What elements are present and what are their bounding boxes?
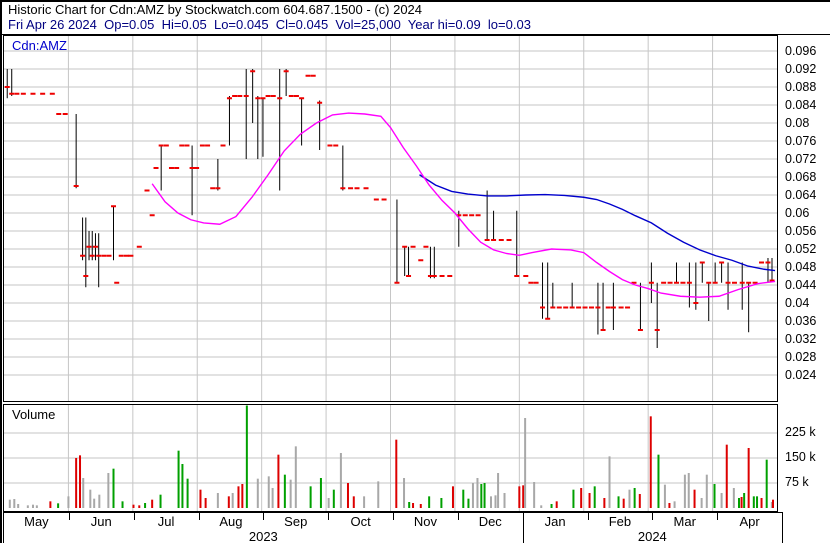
price-chart-canvas xyxy=(4,36,777,401)
year-separator xyxy=(522,529,524,543)
month-label: Jul xyxy=(157,514,175,529)
month-label: Dec xyxy=(478,514,502,529)
month-label: Jun xyxy=(90,514,112,529)
month-axis: May Jun Jul Aug Sep Oct Nov Dec Jan Feb Mar Apr xyxy=(3,512,783,530)
price-tick-label: 0.044 xyxy=(785,278,817,292)
month-tick xyxy=(652,513,654,520)
price-tick-label: 0.056 xyxy=(785,224,817,238)
price-tick-label: 0.072 xyxy=(785,152,817,166)
quote-summary-line: Fri Apr 26 2024 Op=0.05 Hi=0.05 Lo=0.045… xyxy=(8,17,531,32)
month-tick xyxy=(68,513,70,520)
price-tick-label: 0.04 xyxy=(785,296,810,310)
volume-pane-label: Volume xyxy=(12,407,56,422)
price-pane: Cdn:AMZ xyxy=(3,35,778,402)
year-axis: 2023 2024 xyxy=(3,529,783,543)
volume-tick-label: 150 k xyxy=(785,450,816,464)
price-tick-label: 0.032 xyxy=(785,332,817,346)
price-tick-label: 0.084 xyxy=(785,98,817,112)
month-label: May xyxy=(24,514,49,529)
symbol-label: Cdn:AMZ xyxy=(12,38,67,53)
year-label: 2023 xyxy=(248,529,278,543)
price-tick-label: 0.052 xyxy=(785,242,817,256)
header-divider xyxy=(2,34,830,35)
price-tick-label: 0.088 xyxy=(785,80,817,94)
month-tick xyxy=(198,513,200,520)
year-separator xyxy=(522,513,524,529)
month-label: Apr xyxy=(739,514,760,529)
price-tick-label: 0.068 xyxy=(785,170,817,184)
volume-pane: Volume xyxy=(3,404,778,512)
month-tick xyxy=(133,513,135,520)
month-tick xyxy=(393,513,394,520)
month-label: Feb xyxy=(608,514,632,529)
year-label: 2024 xyxy=(637,529,667,543)
price-tick-label: 0.06 xyxy=(785,206,810,220)
month-label: Aug xyxy=(219,514,243,529)
volume-tick-label: 75 k xyxy=(785,475,809,489)
price-tick-label: 0.024 xyxy=(785,368,817,382)
price-tick-label: 0.076 xyxy=(785,134,817,148)
chart-title: Historic Chart for Cdn:AMZ by Stockwatch… xyxy=(8,2,423,17)
month-tick xyxy=(328,513,330,520)
price-tick-label: 0.08 xyxy=(785,116,810,130)
month-label: Sep xyxy=(284,514,308,529)
month-tick xyxy=(457,513,459,520)
price-tick-label: 0.064 xyxy=(785,188,817,202)
month-tick xyxy=(587,513,589,520)
price-tick-label: 0.036 xyxy=(785,314,817,328)
price-tick-label: 0.028 xyxy=(785,350,817,364)
month-label: Jan xyxy=(544,514,566,529)
price-tick-label: 0.048 xyxy=(785,260,817,274)
month-tick xyxy=(717,513,719,520)
month-tick xyxy=(263,513,265,520)
price-tick-label: 0.096 xyxy=(785,44,817,58)
month-label: Oct xyxy=(350,514,371,529)
price-tick-label: 0.092 xyxy=(785,62,817,76)
month-label: Nov xyxy=(413,514,437,529)
volume-chart-canvas xyxy=(4,405,777,511)
volume-tick-label: 225 k xyxy=(785,425,816,439)
month-label: Mar xyxy=(673,514,696,529)
